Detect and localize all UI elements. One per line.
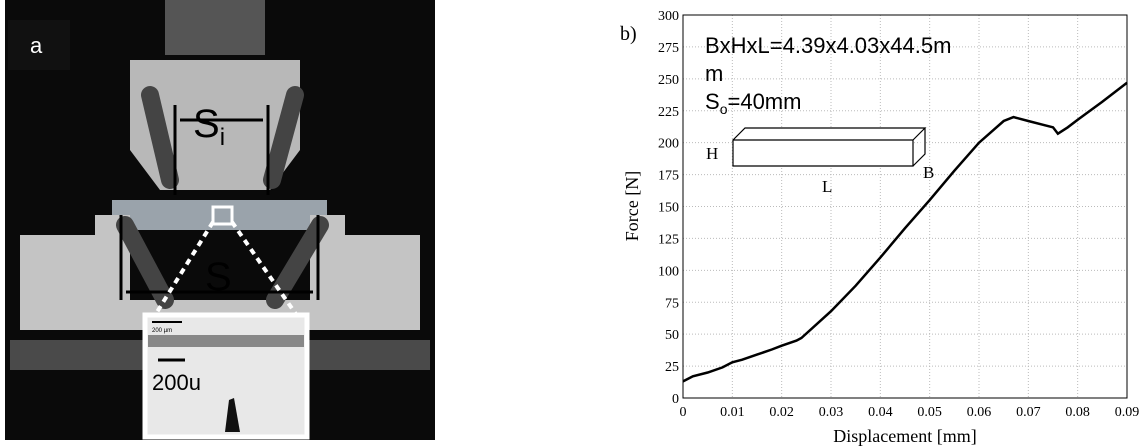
y-tick-label: 225 (658, 105, 679, 120)
span-inner-sub: i (220, 124, 225, 151)
x-axis-label: Displacement [mm] (833, 426, 976, 446)
annotation: BxHxL=4.39x4.03x44.5m (705, 33, 951, 58)
annotation-rest: =40mm (727, 89, 801, 114)
specimen-label: B (923, 163, 934, 182)
annotation-base: S (705, 89, 720, 114)
x-tick-label: 0.03 (819, 405, 844, 420)
y-tick-label: 175 (658, 169, 679, 184)
scale-small: 200 µm (152, 328, 172, 334)
span-outer-label: S (205, 255, 232, 299)
y-tick-label: 100 (658, 264, 679, 279)
x-tick-label: 0.06 (967, 405, 992, 420)
y-tick-label: 250 (658, 73, 679, 88)
micrograph-layer (148, 335, 304, 347)
x-tick-label: 0 (680, 405, 687, 420)
y-tick-label: 150 (658, 201, 679, 216)
annotation-sub: o (720, 101, 728, 117)
zoom-box (211, 205, 234, 226)
specimen-box (732, 127, 927, 167)
x-tick-label: 0.08 (1065, 405, 1090, 420)
scale-large: 200u (152, 370, 201, 395)
x-tick-label: 0.05 (917, 405, 942, 420)
chart: b) Displacement [mm] Force [N] (620, 23, 977, 446)
upper-rod (165, 0, 265, 55)
zoom-lines (150, 220, 302, 322)
photo-panel: a Si S 200 µm 200u (5, 0, 435, 440)
x-tick-label: 0.02 (769, 405, 794, 420)
y-tick-label: 200 (658, 137, 679, 152)
span-inner-base: S (193, 102, 220, 146)
annotation: m (705, 61, 723, 86)
specimen-label: H (706, 144, 718, 163)
panel-label: b) (620, 23, 637, 45)
y-tick-label: 0 (672, 392, 679, 407)
plot-frame (682, 14, 1128, 399)
y-tick-label: 275 (658, 41, 679, 56)
y-tick-label: 75 (665, 296, 679, 311)
data-line (682, 81, 1128, 383)
x-tick-label: 0.07 (1016, 405, 1041, 420)
y-tick-label: 300 (658, 9, 679, 24)
dimension-lines (119, 105, 320, 300)
y-tick-label: 125 (658, 232, 679, 247)
label-box (8, 20, 70, 70)
y-tick-label: 50 (665, 328, 679, 343)
x-tick-label: 0.09 (1115, 405, 1140, 420)
crack (225, 398, 240, 432)
specimen-label: L (822, 177, 832, 196)
span-inner-label: Si (193, 102, 225, 151)
y-axis-label: Force [N] (622, 171, 642, 241)
panel-label: a (30, 33, 43, 58)
annotation: So=40mm (705, 89, 801, 117)
y-tick-label: 25 (665, 360, 679, 375)
x-tick-label: 0.01 (720, 405, 745, 420)
x-tick-label: 0.04 (868, 405, 893, 420)
springs (116, 86, 329, 309)
